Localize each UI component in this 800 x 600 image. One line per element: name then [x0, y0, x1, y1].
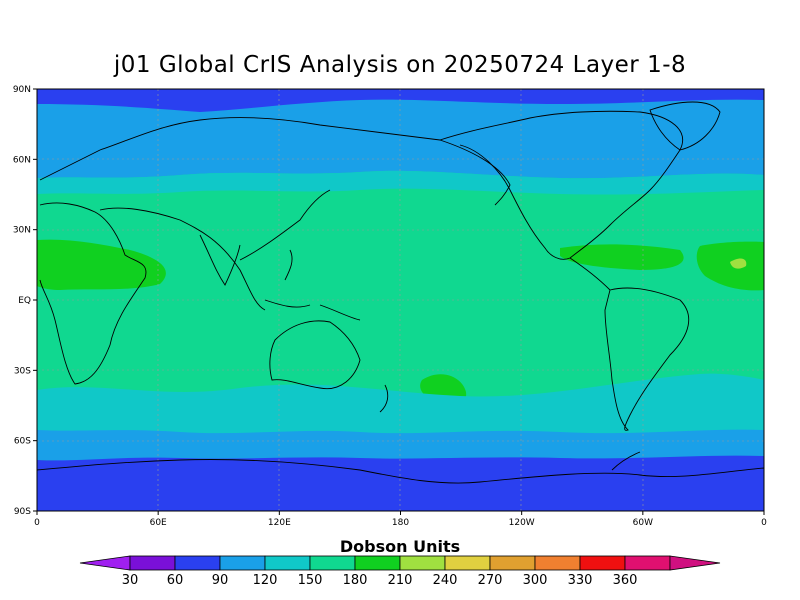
colorbar-tick-label: 240	[433, 573, 458, 588]
colorbar-title: Dobson Units	[339, 537, 461, 556]
colorbar-tick-label: 300	[523, 573, 548, 588]
colorbar: 30 60 90 120 150 180 210 240 270 300 330 360	[79, 555, 721, 588]
colorbar-swatch	[489, 555, 536, 571]
colorbar-swatch	[129, 555, 176, 571]
colorbar-tick-label: 120	[253, 573, 278, 588]
colorbar-swatch	[534, 555, 581, 571]
lat-tick-label: 30N	[13, 226, 31, 236]
lat-tick-label: EQ	[18, 296, 31, 306]
colorbar-min-arrow	[79, 555, 131, 571]
latitude-axis: 90N 60N 30N EQ 30S 60S 90S	[13, 85, 37, 517]
longitude-axis: 0 60E 120E 180 120W 60W 0	[34, 511, 767, 528]
coastlines	[37, 101, 764, 484]
colorbar-swatch	[174, 555, 221, 571]
colorbar-swatch	[579, 555, 626, 571]
colorbar-tick-label: 90	[212, 573, 229, 588]
colorbar-tick-label: 150	[298, 573, 323, 588]
gridlines	[37, 89, 764, 511]
lat-tick-label: 90N	[13, 85, 31, 95]
map-title: j01 Global CrIS Analysis on 20250724 Lay…	[113, 52, 687, 78]
colorbar-max-arrow	[669, 555, 721, 571]
colorbar-swatch	[309, 555, 356, 571]
colorbar-swatch	[444, 555, 491, 571]
colorbar-tick-label: 60	[167, 573, 184, 588]
contour-field	[37, 89, 764, 511]
lon-tick-label: 60E	[150, 518, 167, 528]
colorbar-tick-label: 330	[568, 573, 593, 588]
lon-tick-label: 120E	[268, 518, 291, 528]
colorbar-swatch	[624, 555, 671, 571]
lon-tick-label: 0	[761, 518, 767, 528]
colorbar-tick-label: 210	[388, 573, 413, 588]
colorbar-tick-label: 180	[343, 573, 368, 588]
lon-tick-label: 0	[34, 518, 40, 528]
colorbar-swatch	[354, 555, 401, 571]
lon-tick-label: 60W	[633, 518, 653, 528]
lat-tick-label: 90S	[14, 507, 31, 517]
colorbar-tick-label: 30	[122, 573, 139, 588]
colorbar-swatch	[219, 555, 266, 571]
colorbar-tick-label: 360	[613, 573, 638, 588]
lon-tick-label: 180	[392, 518, 409, 528]
lat-tick-label: 60N	[13, 155, 31, 165]
lon-tick-label: 120W	[509, 518, 535, 528]
lat-tick-label: 30S	[14, 366, 31, 376]
colorbar-tick-label: 270	[478, 573, 503, 588]
colorbar-swatch	[399, 555, 446, 571]
lat-tick-label: 60S	[14, 437, 31, 447]
colorbar-swatch	[264, 555, 311, 571]
